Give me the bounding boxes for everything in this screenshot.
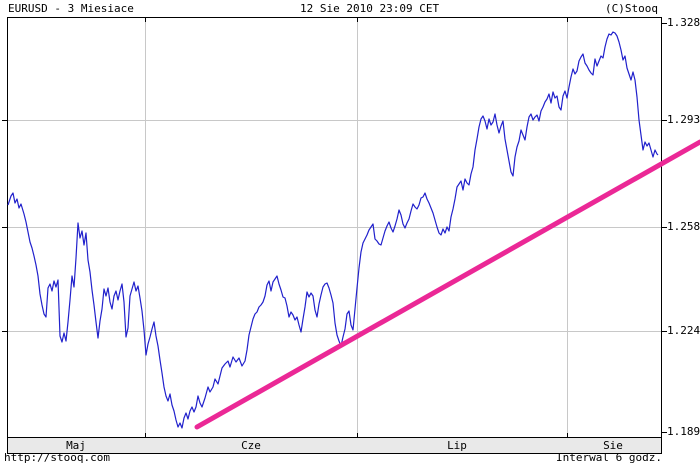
y-axis-label: 1.224: [667, 324, 700, 337]
month-strip: [7, 437, 662, 454]
site-url-link[interactable]: http://stooq.com: [4, 451, 110, 464]
x-axis-label-sie: Sie: [603, 439, 623, 452]
y-axis-label: 1.293: [667, 113, 700, 126]
y-axis-label: 1.189: [667, 425, 700, 438]
interval-label: Interwal 6 godz.: [556, 451, 662, 464]
y-axis-label: 1.328: [667, 16, 700, 29]
x-axis-label-lip: Lip: [447, 439, 467, 452]
trend-line: [194, 139, 700, 430]
price-line: [7, 31, 659, 429]
x-axis-label-maj: Maj: [66, 439, 86, 452]
chart-datetime: 12 Sie 2010 23:09 CET: [300, 2, 440, 15]
x-axis-label-cze: Cze: [241, 439, 261, 452]
y-axis-label: 1.258: [667, 220, 700, 233]
copyright-label: (C)Stooq: [605, 2, 658, 15]
chart-title: EURUSD - 3 Miesiace: [8, 2, 134, 15]
